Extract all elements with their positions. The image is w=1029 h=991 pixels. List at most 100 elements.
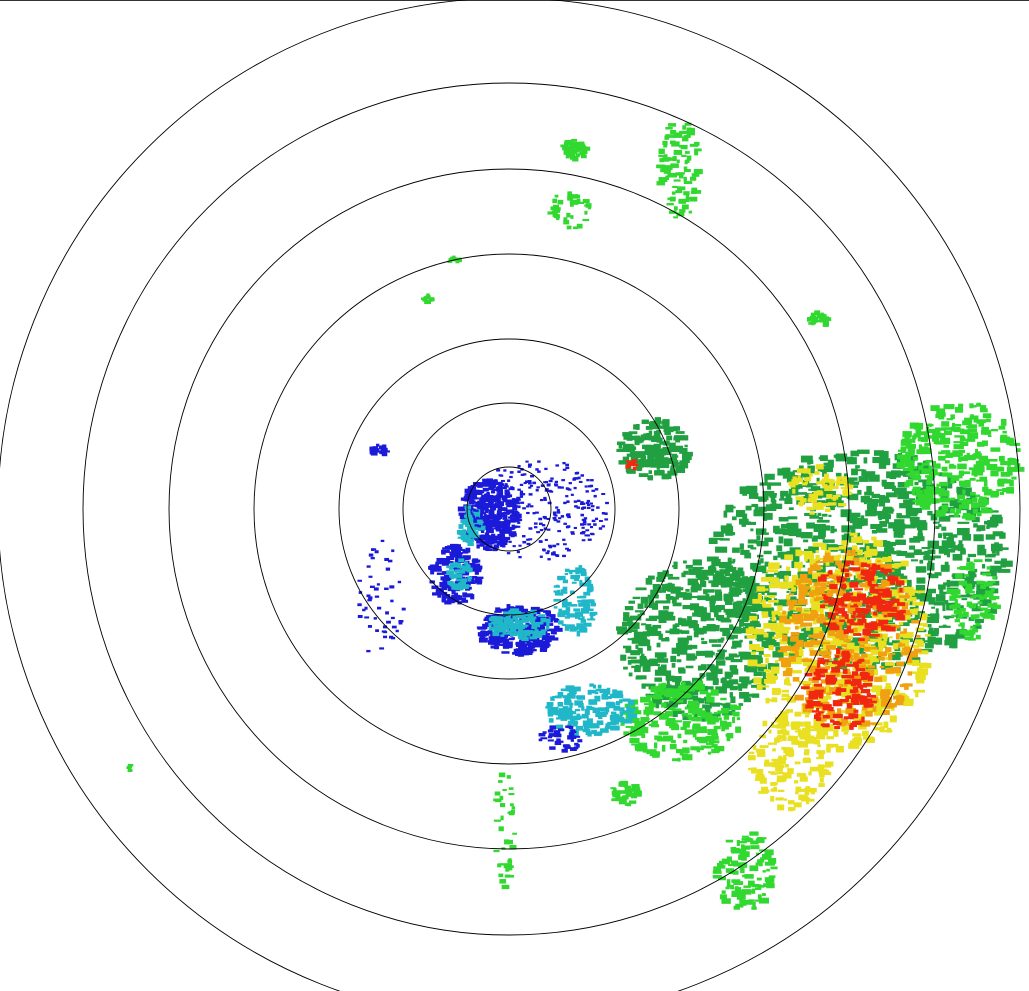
- echo-cell: [828, 709, 836, 715]
- echo-cell: [731, 646, 737, 649]
- echo-cell: [670, 740, 676, 744]
- echo-cell: [998, 478, 1008, 481]
- echo-cell: [656, 465, 660, 470]
- echo-cell: [549, 706, 559, 712]
- echo-cell: [743, 885, 751, 888]
- echo-cell: [965, 583, 973, 589]
- echo-cell: [889, 636, 893, 639]
- echo-cell: [764, 608, 775, 616]
- echo-cell: [563, 710, 573, 716]
- echo-cell: [455, 587, 463, 591]
- echo-cell: [817, 718, 827, 722]
- echo-cell: [683, 739, 688, 744]
- echo-cell: [786, 636, 794, 645]
- echo-cell: [882, 709, 890, 715]
- echo-cell: [691, 716, 698, 722]
- echo-cell: [570, 604, 578, 607]
- echo-cell: [625, 460, 631, 463]
- echo-cell: [976, 479, 987, 482]
- echo-cell: [874, 676, 883, 682]
- echo-cell: [813, 714, 819, 720]
- echo-cell: [848, 607, 859, 612]
- echo-cell: [625, 725, 634, 728]
- echo-cell: [553, 730, 561, 735]
- echo-cell: [861, 559, 872, 564]
- echo-cell: [814, 471, 820, 475]
- echo-cell: [862, 720, 867, 726]
- echo-cell: [905, 444, 916, 449]
- echo-cell: [906, 479, 914, 486]
- echo-cell: [831, 559, 837, 564]
- echo-cell: [805, 790, 810, 795]
- echo-cell: [625, 791, 632, 796]
- echo-cell: [857, 640, 864, 644]
- echo-cell: [967, 571, 976, 577]
- echo-cell: [852, 611, 856, 615]
- echo-cell: [790, 656, 802, 665]
- echo-cell: [834, 601, 844, 606]
- echo-cell: [692, 566, 704, 570]
- echo-cell: [990, 598, 997, 601]
- echo-cell: [768, 771, 775, 774]
- echo-cell: [802, 622, 813, 627]
- echo-cell: [654, 435, 659, 441]
- echo-cell: [495, 608, 502, 613]
- echo-cell: [484, 540, 493, 545]
- echo-cell: [913, 466, 917, 470]
- echo-cell: [790, 590, 798, 596]
- echo-cell: [678, 144, 688, 148]
- echo-cell: [687, 616, 692, 623]
- echo-cell: [865, 575, 875, 581]
- echo-cell: [512, 651, 519, 655]
- echo-cell: [671, 191, 676, 195]
- echo-cell: [534, 629, 539, 633]
- echo-cell: [520, 608, 529, 614]
- echo-cell: [694, 150, 699, 156]
- echo-cell: [881, 479, 887, 486]
- echo-cell: [590, 615, 594, 621]
- echo-cell: [667, 587, 674, 592]
- echo-cell: [977, 581, 986, 585]
- echo-cell: [965, 479, 971, 484]
- echo-cell: [808, 567, 813, 575]
- echo-cell: [797, 639, 804, 643]
- echo-cell: [766, 882, 775, 889]
- echo-cell: [635, 721, 646, 726]
- echo-cell: [742, 583, 753, 589]
- echo-cell: [977, 601, 983, 605]
- echo-cell: [950, 592, 958, 596]
- echo-cell: [897, 698, 903, 706]
- echo-cell: [598, 715, 603, 720]
- echo-cell: [970, 625, 976, 629]
- echo-cell: [992, 604, 1001, 610]
- echo-cell: [787, 516, 798, 520]
- echo-cell: [697, 576, 709, 581]
- echo-cell: [430, 569, 435, 575]
- echo-cell: [552, 204, 559, 209]
- echo-cell: [568, 152, 576, 157]
- echo-cell: [636, 675, 647, 680]
- echo-cell: [896, 661, 904, 666]
- echo-cell: [795, 625, 799, 630]
- echo-cell: [511, 510, 518, 514]
- echo-cell: [936, 510, 947, 513]
- echo-cell: [803, 614, 815, 621]
- echo-cell: [979, 612, 986, 617]
- echo-cell: [625, 794, 629, 798]
- echo-cell: [916, 640, 924, 648]
- echo-cell: [804, 787, 810, 791]
- echo-cell: [975, 448, 979, 453]
- echo-cell: [665, 126, 673, 130]
- echo-cell: [935, 637, 943, 645]
- echo-cell: [553, 207, 561, 211]
- echo-cell: [674, 679, 681, 687]
- echo-cell: [943, 404, 955, 410]
- echo-cell: [476, 544, 480, 549]
- echo-cell: [901, 602, 909, 610]
- echo-cell: [565, 715, 573, 720]
- echo-cell: [713, 866, 721, 872]
- echo-cell: [975, 460, 984, 466]
- echo-cell: [714, 702, 722, 705]
- echo-cell: [645, 426, 653, 430]
